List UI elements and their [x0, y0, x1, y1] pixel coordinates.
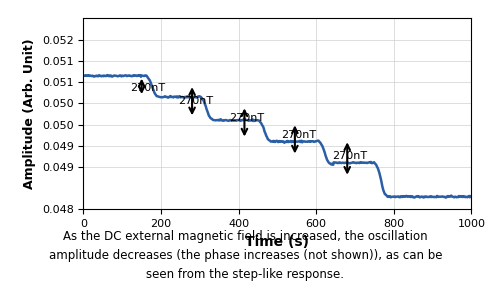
- X-axis label: Time (s): Time (s): [246, 235, 309, 249]
- Y-axis label: Amplitude (Arb. Unit): Amplitude (Arb. Unit): [23, 38, 36, 189]
- Text: 270nT: 270nT: [179, 96, 214, 106]
- Text: 270nT: 270nT: [281, 130, 316, 140]
- Text: 270nT: 270nT: [229, 113, 264, 123]
- Text: 270nT: 270nT: [130, 83, 165, 94]
- Text: As the DC external magnetic field is increased, the oscillation
amplitude decrea: As the DC external magnetic field is inc…: [49, 230, 442, 282]
- Text: 270nT: 270nT: [332, 152, 367, 161]
